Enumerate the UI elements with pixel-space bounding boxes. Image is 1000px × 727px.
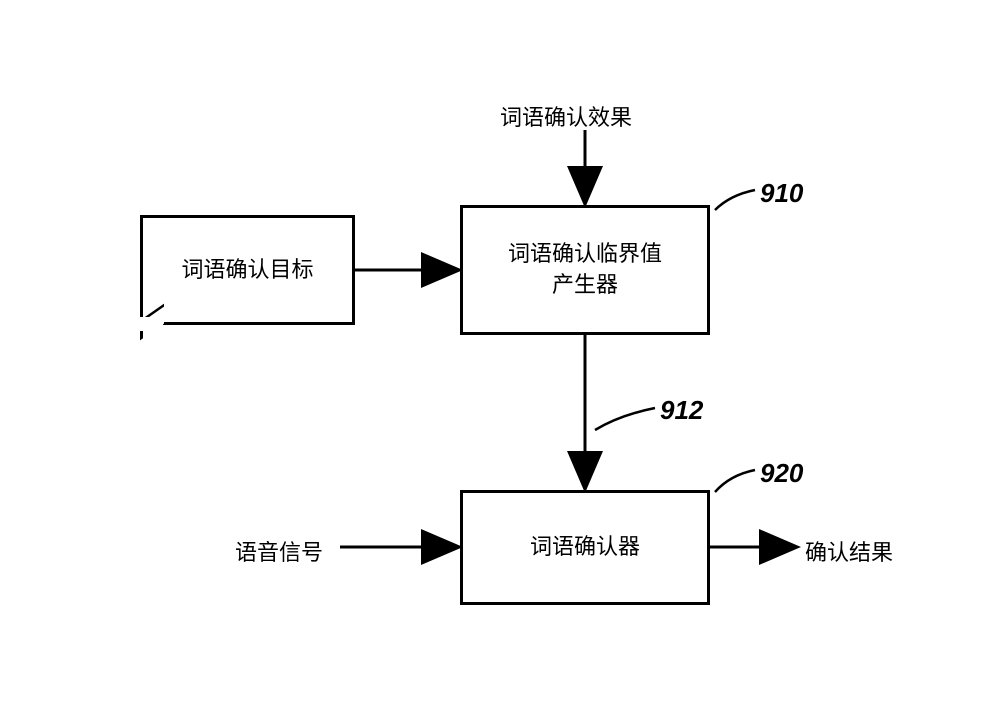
ref-curve-912 (595, 408, 655, 430)
node-threshold-line2: 产生器 (552, 270, 618, 301)
ref-curve-910 (715, 190, 755, 210)
ref-910: 910 (760, 178, 803, 209)
ref-912: 912 (660, 395, 703, 426)
diagram-canvas: 词语确认目标 词语确认临界值 产生器 词语确认器 词语确认效果 语音信号 确认结… (0, 0, 1000, 727)
node-target-document: 词语确认目标 (140, 215, 355, 325)
node-confirmer: 词语确认器 (460, 490, 710, 605)
document-fold-mask (137, 317, 163, 331)
label-speech-input: 语音信号 (235, 535, 323, 567)
node-threshold-line1: 词语确认临界值 (508, 239, 662, 270)
ref-920: 920 (760, 458, 803, 489)
ref-curve-920 (715, 470, 755, 492)
label-result-output: 确认结果 (805, 535, 893, 567)
node-target-label: 词语确认目标 (181, 255, 313, 286)
label-effect-input: 词语确认效果 (500, 100, 632, 132)
node-threshold-generator: 词语确认临界值 产生器 (460, 205, 710, 335)
node-confirmer-label: 词语确认器 (530, 532, 640, 563)
